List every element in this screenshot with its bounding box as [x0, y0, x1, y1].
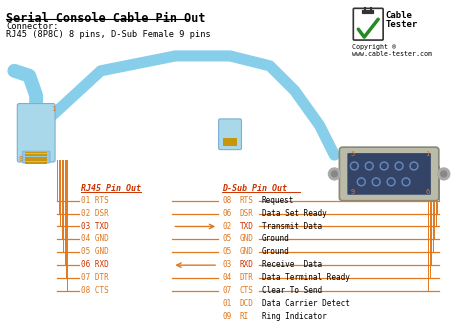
- Bar: [223, 140, 237, 141]
- Bar: [223, 145, 237, 146]
- Text: 08: 08: [222, 196, 231, 205]
- Text: 8: 8: [18, 156, 23, 162]
- Text: 07: 07: [222, 286, 231, 295]
- Bar: [25, 163, 47, 164]
- Text: 04 GND: 04 GND: [81, 234, 109, 243]
- Text: Tester: Tester: [385, 20, 418, 29]
- Bar: [25, 159, 47, 160]
- Circle shape: [387, 178, 395, 186]
- Circle shape: [441, 171, 447, 177]
- Circle shape: [438, 168, 450, 180]
- Bar: [223, 142, 237, 143]
- Text: Ring Indicator: Ring Indicator: [262, 312, 327, 321]
- Text: RJ45 Pin Out: RJ45 Pin Out: [81, 184, 141, 193]
- Circle shape: [357, 178, 365, 186]
- Text: Request: Request: [262, 196, 294, 205]
- Text: CTS: CTS: [240, 286, 254, 295]
- Circle shape: [374, 179, 379, 184]
- Circle shape: [331, 171, 337, 177]
- Text: 05 GND: 05 GND: [81, 247, 109, 256]
- Text: 03: 03: [222, 260, 231, 269]
- Bar: [25, 160, 47, 161]
- Circle shape: [403, 179, 409, 184]
- Text: 01: 01: [222, 299, 231, 308]
- FancyBboxPatch shape: [353, 8, 383, 40]
- Circle shape: [350, 162, 358, 170]
- Text: Data Terminal Ready: Data Terminal Ready: [262, 273, 350, 282]
- Circle shape: [411, 164, 417, 168]
- Text: Data Carrier Detect: Data Carrier Detect: [262, 299, 350, 308]
- Bar: [25, 154, 47, 155]
- Text: GND: GND: [240, 234, 254, 243]
- Text: DCD: DCD: [240, 299, 254, 308]
- Text: 02 DSR: 02 DSR: [81, 209, 109, 218]
- Text: 6: 6: [426, 189, 430, 195]
- Text: Ground: Ground: [262, 247, 290, 256]
- Circle shape: [395, 162, 403, 170]
- Text: Cable: Cable: [385, 11, 412, 20]
- Text: Data Set Ready: Data Set Ready: [262, 209, 327, 218]
- Text: 07 DTR: 07 DTR: [81, 273, 109, 282]
- Circle shape: [410, 162, 418, 170]
- Bar: [223, 144, 237, 145]
- Text: 05: 05: [222, 247, 231, 256]
- Bar: [25, 155, 47, 156]
- Text: Connector:: Connector:: [6, 22, 59, 31]
- FancyBboxPatch shape: [339, 147, 439, 201]
- Circle shape: [372, 178, 380, 186]
- Bar: [223, 143, 237, 144]
- FancyBboxPatch shape: [347, 153, 431, 195]
- Text: D-Sub Pin Out: D-Sub Pin Out: [222, 184, 287, 193]
- Text: 09: 09: [222, 312, 231, 321]
- Text: 06 RXD: 06 RXD: [81, 260, 109, 269]
- Circle shape: [352, 164, 357, 168]
- Bar: [223, 138, 237, 139]
- Circle shape: [328, 168, 340, 180]
- Circle shape: [367, 164, 372, 168]
- Circle shape: [382, 164, 387, 168]
- Circle shape: [359, 179, 364, 184]
- Text: 08 CTS: 08 CTS: [81, 286, 109, 295]
- Text: www.cable-tester.com: www.cable-tester.com: [352, 51, 432, 57]
- Bar: [25, 162, 47, 163]
- Bar: [25, 152, 47, 153]
- Text: 01 RTS: 01 RTS: [81, 196, 109, 205]
- Text: RI: RI: [240, 312, 249, 321]
- FancyBboxPatch shape: [22, 151, 50, 163]
- Bar: [25, 157, 47, 158]
- Circle shape: [365, 162, 373, 170]
- Text: Receive  Data: Receive Data: [262, 260, 322, 269]
- Circle shape: [389, 179, 393, 184]
- Text: RXD: RXD: [240, 260, 254, 269]
- Bar: [223, 139, 237, 140]
- Text: RTS: RTS: [240, 196, 254, 205]
- Text: DSR: DSR: [240, 209, 254, 218]
- Circle shape: [402, 178, 410, 186]
- Text: 02: 02: [222, 221, 231, 230]
- Text: Serial Console Cable Pin Out: Serial Console Cable Pin Out: [6, 12, 206, 25]
- Text: RJ45 (8P8C) 8 pins, D-Sub Female 9 pins: RJ45 (8P8C) 8 pins, D-Sub Female 9 pins: [6, 30, 211, 39]
- FancyBboxPatch shape: [17, 104, 55, 162]
- Text: 1: 1: [51, 107, 55, 113]
- Text: 06: 06: [222, 209, 231, 218]
- Text: Copyright ®: Copyright ®: [352, 44, 396, 50]
- Bar: [223, 141, 237, 142]
- Circle shape: [380, 162, 388, 170]
- Text: DTR: DTR: [240, 273, 254, 282]
- Text: 05: 05: [222, 234, 231, 243]
- Text: TXD: TXD: [240, 221, 254, 230]
- Text: 1: 1: [426, 151, 430, 157]
- Text: GND: GND: [240, 247, 254, 256]
- Text: Transmit Data: Transmit Data: [262, 221, 322, 230]
- Text: 03 TXD: 03 TXD: [81, 221, 109, 230]
- Text: 5: 5: [350, 151, 355, 157]
- Circle shape: [397, 164, 401, 168]
- Text: 04: 04: [222, 273, 231, 282]
- Text: Clear To Send: Clear To Send: [262, 286, 322, 295]
- FancyBboxPatch shape: [219, 119, 241, 150]
- Text: 9: 9: [350, 189, 355, 195]
- Text: Ground: Ground: [262, 234, 290, 243]
